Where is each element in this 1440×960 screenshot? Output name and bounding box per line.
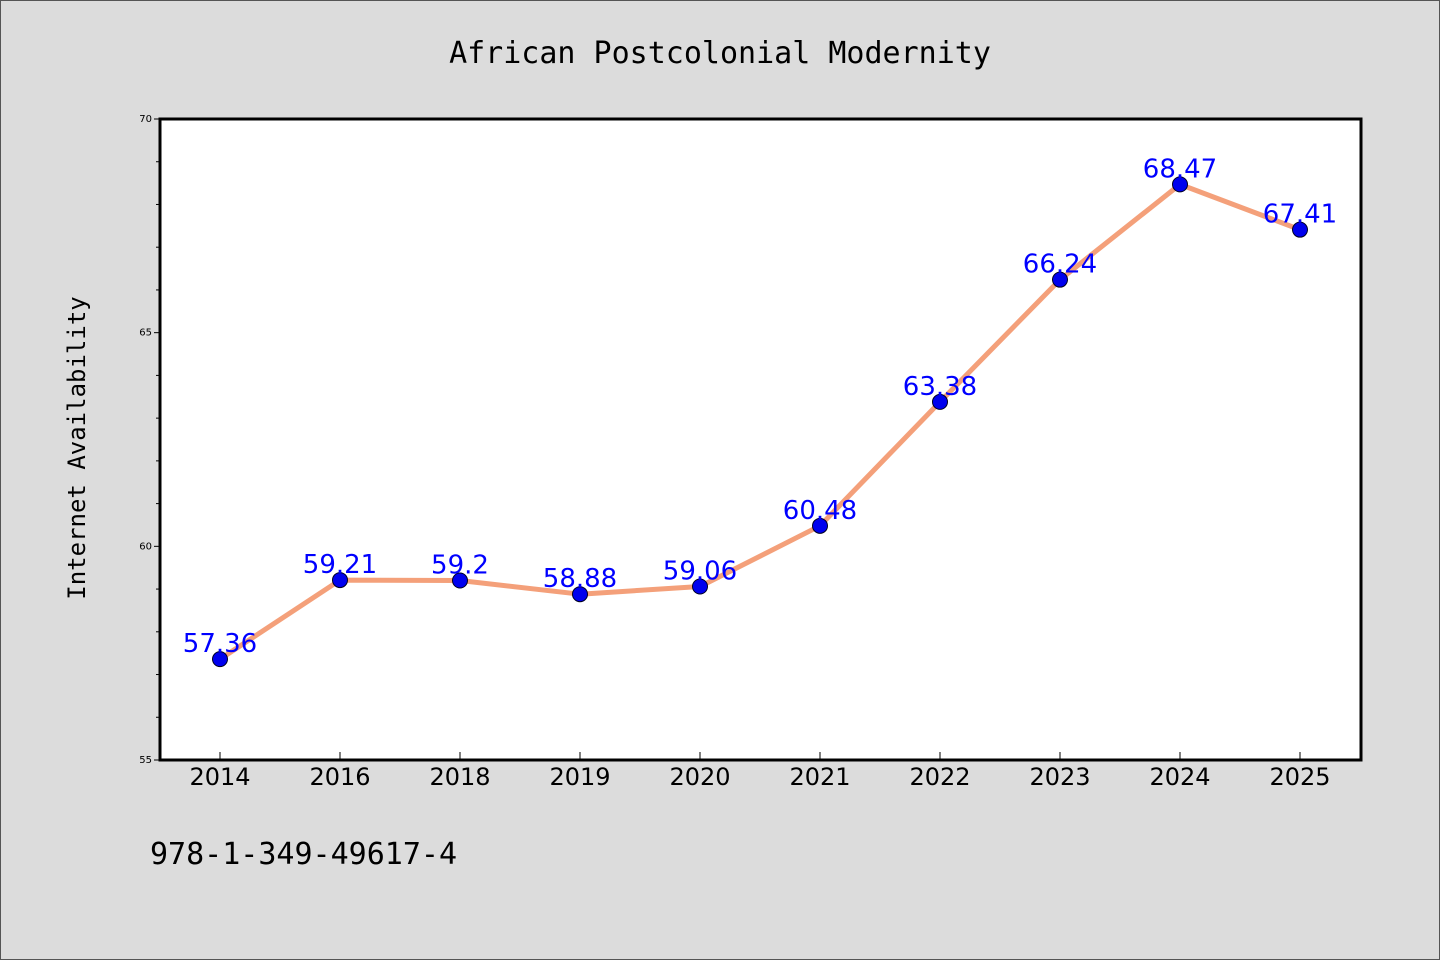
x-tick-label: 2022 [909, 763, 970, 791]
data-label: 57.36 [183, 629, 257, 659]
plot-area [158, 117, 1363, 762]
data-label: 63.38 [903, 372, 977, 402]
y-tick-label: 65 [139, 328, 152, 339]
data-point [692, 578, 708, 595]
x-tick-label: 2014 [189, 763, 250, 791]
markers-group [212, 176, 1308, 668]
data-point [1292, 221, 1308, 238]
data-label: 59.2 [431, 551, 489, 581]
data-labels-group: 57.36 59.21 59.2 58.88 59.06 60.48 63.38 66.24 6… [183, 154, 1337, 659]
series-line [217, 181, 1303, 662]
data-point [1172, 176, 1188, 193]
data-point [332, 572, 348, 589]
data-label: 68.47 [1143, 154, 1217, 184]
y-axis-label: Internet Availability [63, 296, 91, 599]
x-tick-label: 2025 [1269, 763, 1330, 791]
y-tick-label: 70 [139, 114, 152, 125]
x-tick-label: 2019 [549, 763, 610, 791]
series-line-group [217, 181, 1303, 662]
data-label: 67.41 [1263, 200, 1337, 230]
x-axis: 2014 2016 2018 2019 2020 2021 2022 2023 2024 2025 [189, 752, 1331, 791]
y-axis: 55 60 65 70 [139, 114, 160, 766]
x-tick-label: 2020 [669, 763, 730, 791]
y-tick-label: 60 [139, 541, 152, 552]
data-label: 60.48 [783, 496, 857, 526]
data-label: 58.88 [543, 564, 617, 594]
x-tick-label: 2023 [1029, 763, 1090, 791]
x-tick-label: 2016 [309, 763, 370, 791]
data-point [1052, 271, 1068, 288]
chart-title: African Postcolonial Modernity [449, 36, 991, 71]
data-label: 59.06 [663, 557, 737, 587]
data-point [212, 651, 228, 668]
x-tick-label: 2021 [789, 763, 850, 791]
data-point [452, 572, 468, 589]
data-point [812, 517, 828, 534]
y-tick-label: 55 [139, 755, 152, 766]
data-label: 66.24 [1023, 250, 1097, 280]
x-tick-label: 2024 [1149, 763, 1210, 791]
x-tick-label: 2018 [429, 763, 490, 791]
data-point [932, 393, 948, 410]
isbn-text: 978-1-349-49617-4 [150, 837, 457, 872]
data-point [572, 586, 588, 603]
data-label: 59.21 [303, 550, 377, 580]
